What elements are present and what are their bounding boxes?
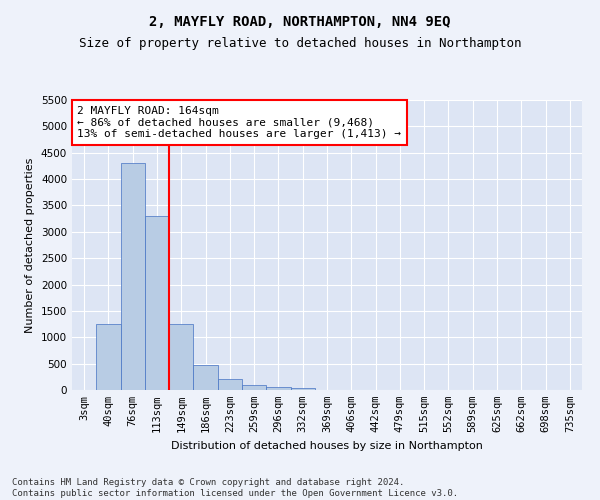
Bar: [193, 364, 218, 390]
Bar: [169, 324, 193, 390]
Text: Size of property relative to detached houses in Northampton: Size of property relative to detached ho…: [79, 38, 521, 51]
Bar: [218, 379, 242, 390]
Bar: [145, 216, 169, 390]
Y-axis label: Number of detached properties: Number of detached properties: [25, 158, 35, 332]
Bar: [96, 324, 121, 390]
Bar: [290, 388, 315, 390]
X-axis label: Distribution of detached houses by size in Northampton: Distribution of detached houses by size …: [171, 440, 483, 450]
Text: 2, MAYFLY ROAD, NORTHAMPTON, NN4 9EQ: 2, MAYFLY ROAD, NORTHAMPTON, NN4 9EQ: [149, 15, 451, 29]
Text: 2 MAYFLY ROAD: 164sqm
← 86% of detached houses are smaller (9,468)
13% of semi-d: 2 MAYFLY ROAD: 164sqm ← 86% of detached …: [77, 106, 401, 139]
Bar: [121, 164, 145, 390]
Bar: [242, 386, 266, 390]
Bar: [266, 387, 290, 390]
Text: Contains HM Land Registry data © Crown copyright and database right 2024.
Contai: Contains HM Land Registry data © Crown c…: [12, 478, 458, 498]
